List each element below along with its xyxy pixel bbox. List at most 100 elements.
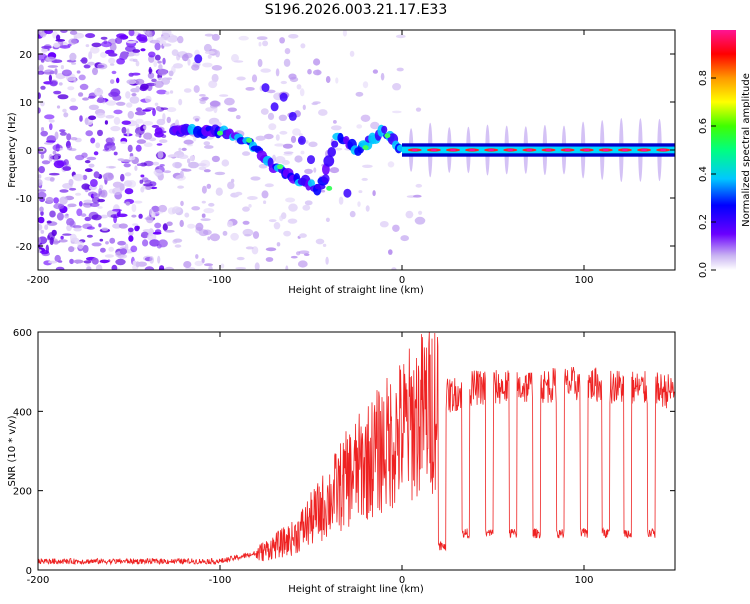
spectrogram-carrier-peak-core (488, 149, 495, 151)
spectrogram-noise-blob (194, 118, 200, 122)
spectrogram-noise-blob (62, 233, 72, 236)
spectrogram-noise-blob (236, 256, 245, 261)
spectrogram-noise-blob (40, 250, 50, 255)
spectrogram-noise-blob (300, 150, 305, 155)
spectrogram-noise-blob (294, 155, 303, 163)
spectrogram-noise-blob (137, 33, 142, 38)
spectrogram-noise-blob (54, 131, 59, 140)
spectrogram-carrier-core (402, 146, 675, 154)
colorbar-tick-label: 0.8 (698, 70, 709, 86)
spectrogram-noise-blob (100, 214, 108, 219)
spectrogram-noise-blob (325, 76, 331, 83)
spectrogram-noise-blob (60, 30, 68, 33)
spectrogram-noise-blob (268, 123, 277, 131)
spectrogram-noise-blob (38, 174, 42, 179)
spectrogram-noise-blob (149, 239, 160, 247)
spectrogram-noise-blob (313, 167, 317, 173)
spectrogram-feature-blob (279, 92, 288, 102)
spectrogram-noise-blob (112, 187, 123, 196)
spectrogram-ridge-blob (323, 155, 335, 167)
spectrogram-noise-blob (183, 88, 192, 93)
spectrogram-noise-blob (112, 208, 122, 212)
spectrogram-noise-blob (41, 45, 52, 50)
spectrogram-noise-blob (53, 203, 65, 210)
spectrogram-noise-blob (67, 203, 77, 208)
spectrogram-feature-blob (288, 111, 297, 121)
spectrogram-noise-blob (305, 140, 309, 144)
spectrogram-noise-blob (131, 214, 137, 218)
spectrogram-noise-blob (90, 179, 98, 187)
spectrogram-noise-blob (227, 107, 237, 112)
spectrogram-noise-blob (80, 59, 87, 62)
spectrogram-noise-blob (220, 263, 225, 269)
spectrogram-noise-blob (54, 68, 58, 75)
spectrogram-noise-blob (215, 187, 223, 196)
spectrogram-noise-blob (276, 242, 281, 247)
spectrogram-noise-blob (149, 30, 153, 37)
spectrogram-noise-blob (58, 82, 63, 86)
snr-xlabel: Height of straight line (km) (288, 584, 424, 595)
spectrogram-noise-blob (298, 250, 310, 254)
spectrogram-noise-blob (135, 261, 140, 268)
spectrogram-noise-blob (264, 183, 274, 188)
spectrogram-noise-blob (207, 236, 211, 241)
spectrogram-noise-blob (151, 78, 157, 83)
spectrogram-carrier-peak-core (602, 149, 609, 151)
spectrogram-noise-blob (138, 37, 148, 43)
spectrogram-noise-blob (95, 142, 101, 149)
spectrogram-noise-blob (235, 115, 241, 120)
spectrogram-noise-blob (38, 92, 41, 99)
spectrogram-noise-blob (136, 163, 142, 166)
spectrogram-carrier-peak-core (526, 149, 533, 151)
spectrogram-noise-blob (91, 42, 102, 48)
spectrogram-noise-blob (40, 85, 46, 90)
spectrogram-ridge-blob (327, 147, 337, 157)
spectrogram-noise-blob (113, 151, 118, 156)
spectrogram-noise-blob (140, 174, 145, 178)
spectrogram-noise-blob (211, 65, 223, 71)
spectrogram-noise-blob (238, 35, 249, 41)
spectrogram-noise-blob (418, 210, 423, 215)
spectrogram-noise-blob (127, 227, 134, 233)
spectrogram-noise-blob (64, 213, 69, 219)
snr-xtick-label: -200 (27, 575, 50, 586)
spectrogram-noise-blob (143, 183, 153, 187)
spectrogram-noise-blob (92, 67, 98, 76)
spectrogram-noise-blob (109, 237, 116, 244)
spectrogram-noise-blob (47, 232, 55, 241)
spectrogram-noise-blob (189, 155, 195, 162)
spectrogram-noise-blob (128, 30, 135, 37)
spectrogram-noise-blob (107, 259, 111, 263)
spectrogram-noise-blob (290, 135, 297, 143)
spectrogram-noise-blob (69, 220, 76, 228)
spectrogram-noise-blob (365, 205, 370, 212)
spectrogram-noise-blob (221, 159, 230, 167)
spectrogram-noise-blob (128, 235, 134, 242)
spectrogram-noise-blob (45, 196, 54, 204)
spectrogram-noise-blob (82, 202, 93, 208)
spectrogram-noise-blob (300, 43, 306, 49)
spectrogram-peak-blob (384, 133, 391, 139)
spectrogram-noise-blob (38, 224, 43, 231)
spectrogram-noise-blob (127, 110, 134, 119)
spectrogram-noise-blob (43, 69, 55, 75)
spectrogram-noise-blob (288, 203, 298, 212)
spectrogram-noise-blob (162, 57, 166, 65)
spectrogram-noise-blob (156, 89, 167, 95)
spectrogram-noise-blob (108, 57, 116, 64)
spectrogram-noise-blob (151, 211, 156, 218)
spectrogram-noise-blob (75, 192, 82, 196)
spectrogram-noise-blob (126, 183, 131, 186)
spectrogram-xlabel: Height of straight line (km) (288, 285, 424, 296)
spectrogram-noise-blob (113, 109, 123, 115)
spectrogram-peak-blob (246, 137, 253, 143)
spectrogram-noise-blob (133, 200, 143, 204)
spectrogram-noise-blob (282, 143, 293, 149)
spectrogram-noise-blob (234, 191, 243, 196)
spectrogram-noise-blob (172, 239, 178, 244)
spectrogram-noise-blob (117, 158, 125, 162)
spectrogram-noise-blob (166, 221, 173, 227)
spectrogram-noise-blob (157, 150, 164, 159)
